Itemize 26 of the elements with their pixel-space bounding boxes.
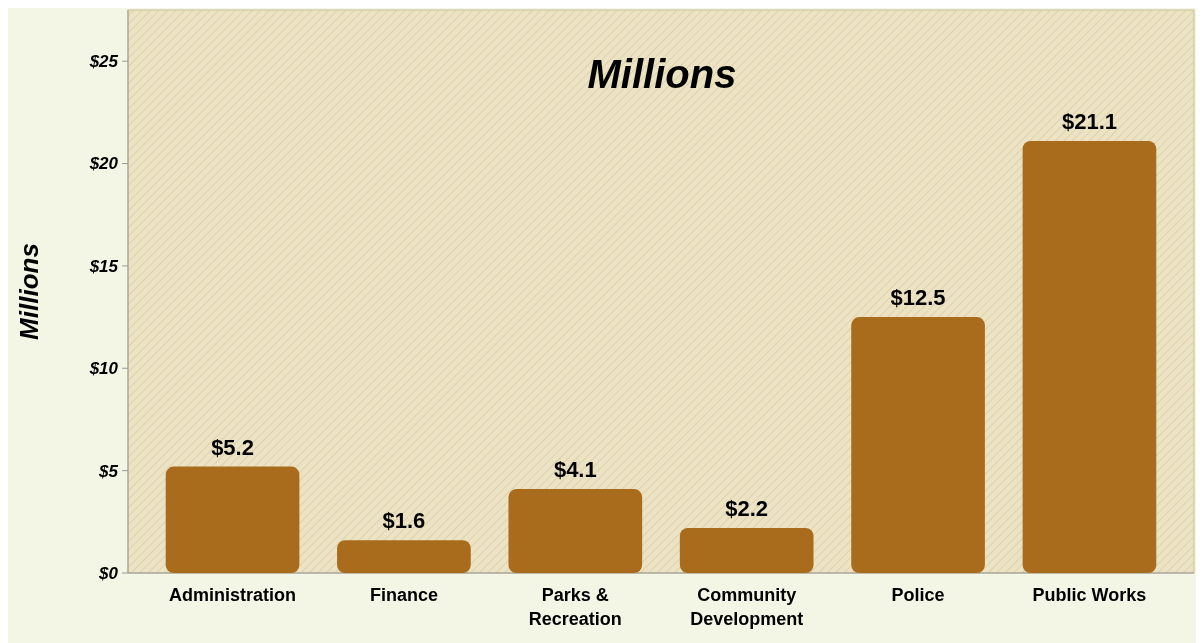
y-tick-label: $10: [88, 359, 119, 379]
bar: [679, 527, 814, 573]
x-tick-label: Finance: [369, 585, 438, 605]
bar: [337, 540, 471, 573]
x-tick-label: Community Development: [690, 585, 804, 629]
bar: [1022, 141, 1157, 573]
y-axis-title: Millions: [14, 243, 44, 340]
text: Millions: [587, 52, 737, 96]
data-label: $12.5: [890, 285, 946, 311]
bar: [508, 489, 643, 573]
x-tick-label: Parks & Recreation: [528, 585, 622, 629]
bar: [851, 317, 985, 573]
x-tick-label: Police: [891, 585, 945, 605]
y-tick-label: $20: [88, 154, 119, 174]
bar: [165, 466, 300, 573]
y-tick-label: $0: [98, 563, 119, 583]
data-label: $1.6: [382, 508, 426, 534]
data-label: $4.1: [553, 457, 597, 483]
data-label: $2.2: [725, 495, 769, 521]
y-tick-label: $15: [88, 256, 119, 276]
x-tick-label: Administration: [169, 585, 297, 605]
x-tick-label: Public Works: [1032, 585, 1147, 605]
data-label: $21.1: [1061, 109, 1117, 135]
y-tick-label: $25: [88, 52, 119, 72]
y-tick-label: $5: [98, 461, 119, 481]
data-label: $5.2: [211, 434, 254, 460]
